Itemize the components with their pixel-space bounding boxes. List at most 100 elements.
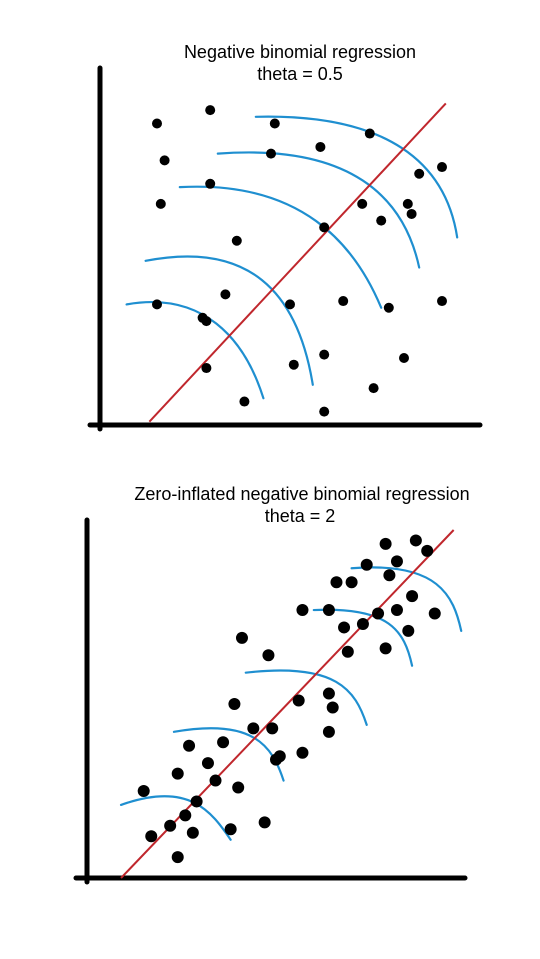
data-point: [288, 359, 299, 370]
data-point: [197, 312, 208, 323]
data-point: [258, 816, 271, 829]
data-point: [224, 823, 237, 836]
data-point: [402, 198, 413, 209]
data-point: [186, 826, 199, 839]
data-point: [171, 767, 184, 780]
distribution-curve-4: [216, 151, 421, 269]
data-point: [341, 645, 354, 658]
data-point: [409, 534, 422, 547]
data-point: [190, 795, 203, 808]
data-point: [209, 774, 222, 787]
data-point: [402, 624, 415, 637]
chart-axes: [87, 65, 483, 432]
data-point: [231, 235, 242, 246]
regression-line-group: [120, 529, 455, 879]
data-point: [235, 631, 248, 644]
data-point: [171, 851, 184, 864]
data-point: [326, 701, 339, 714]
data-point: [338, 296, 349, 307]
data-point: [315, 141, 326, 152]
data-point: [159, 155, 170, 166]
regression-line: [148, 102, 447, 423]
chart-negative-binomial: Negative binomial regression theta = 0.5: [87, 42, 483, 432]
data-point: [201, 363, 212, 374]
data-point: [406, 590, 419, 603]
data-point: [296, 746, 309, 759]
distribution-curve-1: [125, 301, 265, 400]
data-point: [322, 725, 335, 738]
distribution-curve-5: [350, 566, 463, 633]
data-point: [247, 722, 260, 735]
data-point: [421, 544, 434, 557]
data-point: [322, 687, 335, 700]
data-point: [205, 105, 216, 116]
data-point: [338, 621, 351, 634]
data-point: [217, 736, 230, 749]
data-point: [228, 698, 241, 710]
data-point: [220, 289, 231, 300]
data-point: [319, 349, 330, 360]
chart-title-line2: theta = 0.5: [257, 64, 343, 84]
data-point: [360, 558, 373, 571]
data-point: [137, 785, 150, 797]
data-point: [390, 555, 403, 568]
data-point: [379, 642, 392, 655]
data-point: [269, 118, 280, 129]
data-point: [437, 162, 447, 173]
data-point: [266, 148, 276, 159]
data-point: [319, 406, 330, 417]
data-points: [137, 534, 441, 864]
data-point: [383, 569, 396, 582]
regression-line: [120, 529, 455, 879]
data-point: [319, 222, 330, 233]
data-point: [164, 819, 177, 832]
chart-axes: [73, 517, 468, 885]
data-point: [357, 198, 368, 209]
data-point: [179, 809, 192, 822]
data-point: [201, 757, 214, 770]
data-point: [232, 781, 245, 794]
data-point: [437, 296, 447, 307]
distribution-curve-3: [178, 185, 383, 309]
data-point: [296, 604, 309, 617]
data-point: [205, 178, 216, 189]
data-point: [383, 302, 394, 313]
distribution-curve-2: [144, 255, 314, 386]
data-point: [262, 649, 275, 662]
data-point: [285, 299, 295, 310]
data-point: [152, 118, 162, 129]
data-point: [428, 607, 441, 620]
data-point: [322, 604, 335, 617]
data-point: [414, 168, 425, 179]
data-point: [390, 604, 403, 617]
data-points: [152, 105, 447, 417]
distribution-curve-1: [119, 795, 232, 841]
distribution-curve-2: [172, 727, 285, 782]
data-point: [345, 576, 358, 589]
data-point: [292, 694, 305, 707]
data-point: [372, 607, 385, 620]
data-point: [364, 128, 375, 139]
distribution-curve-3: [244, 669, 368, 726]
chart-title-line1: Negative binomial regression: [184, 42, 416, 62]
data-point: [239, 396, 250, 407]
distribution-curves: [119, 566, 463, 841]
data-point: [406, 208, 417, 219]
chart-title-line2: theta = 2: [265, 506, 336, 526]
data-point: [273, 750, 286, 763]
distribution-curve-4: [312, 608, 414, 667]
data-point: [145, 830, 158, 843]
data-point: [330, 576, 343, 589]
data-point: [183, 739, 196, 752]
data-point: [155, 198, 166, 209]
data-point: [399, 353, 409, 363]
data-point: [368, 383, 379, 394]
chart-title-line1: Zero-inflated negative binomial regressi…: [134, 484, 469, 504]
chart-zero-inflated-negative-binomial: Zero-inflated negative binomial regressi…: [73, 484, 470, 885]
data-point: [152, 299, 162, 310]
regression-line-group: [148, 102, 447, 423]
data-point: [379, 537, 392, 550]
data-point: [356, 617, 369, 630]
